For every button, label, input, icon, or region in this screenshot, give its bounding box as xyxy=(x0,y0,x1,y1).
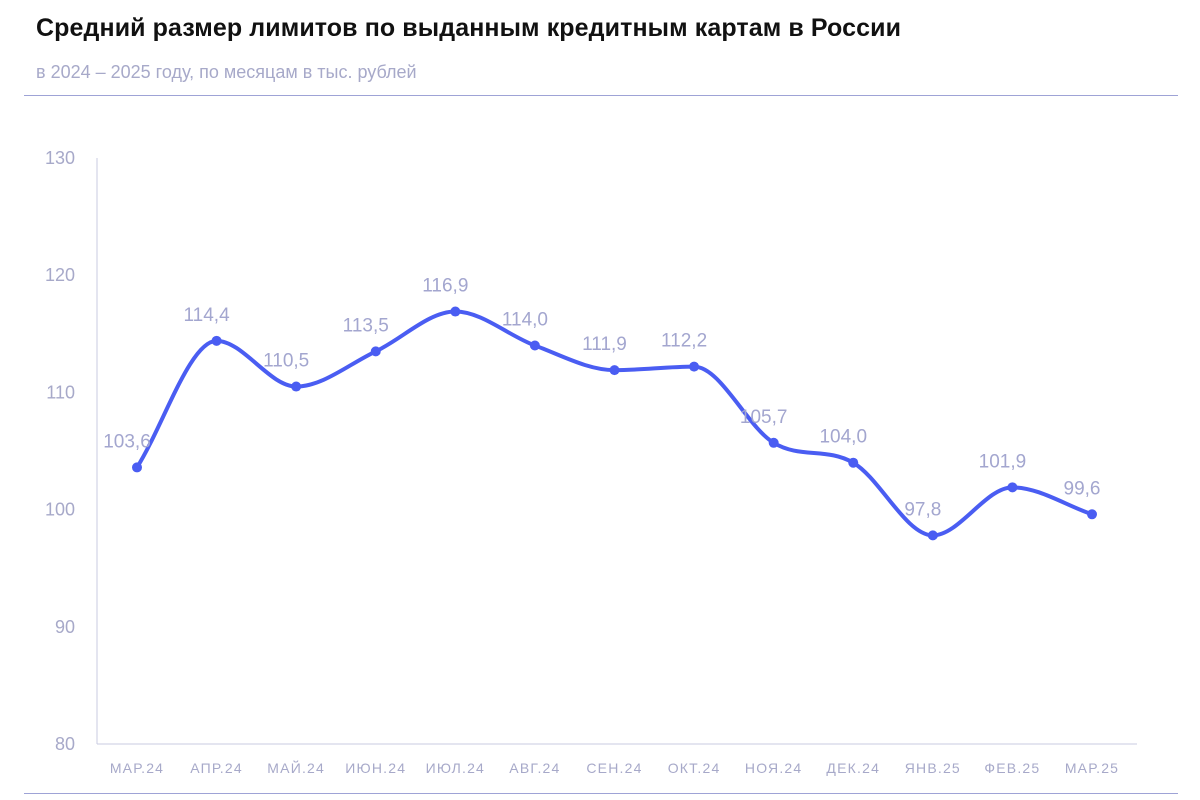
data-label: 103,6 xyxy=(103,431,151,452)
data-point xyxy=(211,335,222,346)
data-point xyxy=(848,457,859,468)
chart-title: Средний размер лимитов по выданным креди… xyxy=(36,14,902,42)
x-tick-label: НОЯ.24 xyxy=(745,760,802,776)
data-point xyxy=(609,365,620,376)
data-label: 104,0 xyxy=(819,427,867,448)
data-points xyxy=(132,306,1097,541)
y-tick-label: 110 xyxy=(46,382,75,402)
x-tick-label: ФЕВ.25 xyxy=(984,760,1040,776)
bottom-divider xyxy=(24,793,1178,794)
data-point xyxy=(689,361,700,372)
x-tick-label: СЕН.24 xyxy=(586,760,642,776)
data-label: 112,2 xyxy=(661,331,707,352)
x-tick-label: ДЕК.24 xyxy=(826,760,880,776)
x-tick-labels: МАР.24 АПР.24 МАЙ.24 ИЮН.24 ИЮЛ.24 АВГ.24 СЕН.… xyxy=(110,759,1119,776)
data-point xyxy=(1087,509,1097,520)
data-point xyxy=(768,437,779,448)
chart-subtitle: в 2024 – 2025 году, по месяцам в тыс. ру… xyxy=(36,62,417,82)
data-label: 116,9 xyxy=(422,276,468,297)
x-tick-label: МАЙ.24 xyxy=(267,759,325,776)
data-point xyxy=(529,340,540,351)
data-label: 114,4 xyxy=(184,305,231,326)
x-tick-label: ИЮН.24 xyxy=(345,760,406,776)
data-label: 97,8 xyxy=(904,499,941,520)
data-label: 99,6 xyxy=(1064,478,1101,499)
y-tick-label: 100 xyxy=(45,500,75,520)
data-point xyxy=(1007,482,1018,493)
y-tick-label: 90 xyxy=(55,617,75,637)
data-label: 105,7 xyxy=(740,407,788,428)
x-tick-label: МАР.24 xyxy=(110,760,164,776)
data-label: 111,9 xyxy=(582,334,627,355)
data-point xyxy=(927,530,938,541)
x-tick-label: АВГ.24 xyxy=(509,760,560,776)
data-point xyxy=(450,306,461,317)
data-label: 113,5 xyxy=(343,315,389,336)
data-point xyxy=(291,381,302,392)
data-point xyxy=(370,346,381,357)
x-tick-label: ИЮЛ.24 xyxy=(426,760,485,776)
data-label: 101,9 xyxy=(979,451,1027,472)
y-tick-label: 120 xyxy=(45,265,75,285)
data-labels: 103,6 114,4 110,5 113,5 116,9 114,0 111,9 112,2… xyxy=(103,276,1100,521)
data-point xyxy=(132,462,142,473)
x-tick-label: МАР.25 xyxy=(1065,760,1119,776)
x-tick-label: ЯНВ.25 xyxy=(905,760,961,776)
x-tick-label: АПР.24 xyxy=(190,760,243,776)
y-tick-label: 130 xyxy=(45,148,75,168)
data-label: 114,0 xyxy=(502,310,548,331)
data-label: 110,5 xyxy=(263,351,309,372)
x-tick-label: ОКТ.24 xyxy=(668,760,721,776)
y-tick-labels: 80 90 100 110 120 130 xyxy=(45,148,75,754)
top-divider xyxy=(24,95,1178,96)
y-tick-label: 80 xyxy=(55,734,75,754)
